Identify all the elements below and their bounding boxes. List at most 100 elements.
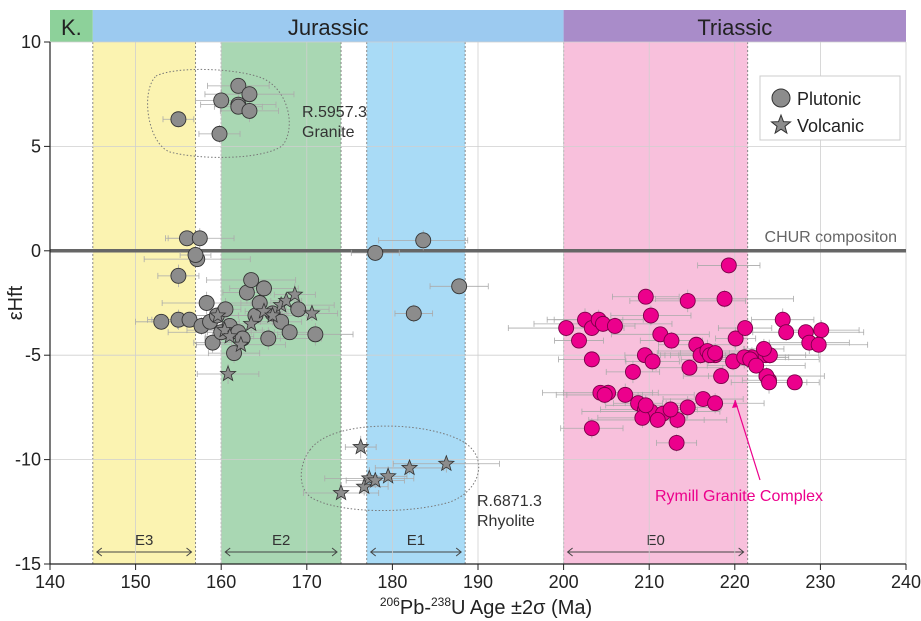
data-point-rymill-granite-complex [813, 322, 830, 339]
annotation-rhyolite-type: Rhyolite [477, 513, 535, 530]
data-point-rymill-granite-complex [624, 363, 641, 380]
data-point-volcanic [263, 306, 282, 323]
data-point-plutonic [273, 313, 290, 330]
y-axis-label: εHft [5, 285, 27, 320]
band-span-arrow-right-e1 [455, 547, 462, 557]
data-point-rymill-granite-complex [583, 420, 600, 437]
data-point-plutonic [260, 330, 277, 347]
band-label-e1: E1 [407, 532, 425, 549]
band-e0 [563, 42, 748, 564]
period-label-k: K. [61, 15, 82, 40]
x-tick-label: 160 [206, 572, 236, 592]
period-k [50, 10, 93, 42]
data-point-rymill-granite-complex [662, 401, 679, 418]
rymill-pointer-line [734, 399, 761, 481]
data-point-rymill-granite-complex [583, 351, 600, 368]
x-axis-label-mid: Pb- [400, 597, 431, 619]
data-point-plutonic [170, 267, 187, 284]
band-span-arrow-left-e0 [566, 547, 573, 557]
rymill-pointer-arrowhead [732, 400, 738, 408]
data-point-rymill-granite-complex [748, 357, 765, 374]
data-point-rymill-granite-complex [617, 386, 634, 403]
legend-label-plutonic: Plutonic [797, 89, 861, 109]
y-tick-label: 10 [21, 32, 41, 52]
data-point-rymill-granite-complex [778, 324, 795, 341]
data-point-volcanic [221, 327, 239, 344]
data-point-rymill-granite-complex [649, 411, 666, 428]
data-point-rymill-granite-complex [786, 374, 803, 391]
data-point-rymill-granite-complex [707, 345, 724, 362]
data-point-rymill-granite-complex [644, 353, 661, 370]
data-point-volcanic [219, 364, 237, 382]
x-axis-label-sup1: 206 [380, 595, 400, 609]
outline-granite [147, 68, 290, 158]
band-span-arrow-right-e2 [331, 547, 338, 557]
y-tick-label: 0 [31, 241, 41, 261]
data-point-rymill-granite-complex [637, 397, 654, 414]
x-axis-label-sup2: 238 [431, 595, 451, 609]
period-triassic [563, 10, 906, 42]
data-point-plutonic [213, 92, 230, 109]
annotation-granite-id: R.5957.3 [302, 104, 367, 121]
data-point-rymill-granite-complex [596, 386, 613, 403]
data-point-rymill-granite-complex [810, 336, 827, 353]
period-label-jurassic: Jurassic [288, 15, 369, 40]
data-point-rymill-granite-complex [642, 307, 659, 324]
x-tick-label: 210 [634, 572, 664, 592]
annotation-rhyolite-id: R.6871.3 [477, 493, 542, 510]
data-point-plutonic [230, 77, 247, 94]
legend-circle-icon [771, 88, 791, 108]
legend-star-icon [770, 113, 792, 135]
data-point-volcanic [303, 304, 321, 321]
band-span-arrow-left-e3 [95, 547, 103, 557]
band-label-e3: E3 [135, 532, 153, 549]
y-tick-label: -10 [15, 450, 41, 470]
data-point-rymill-granite-complex [707, 395, 724, 412]
chur-label: CHUR compositon [765, 229, 897, 246]
annotation-granite-type: Granite [302, 124, 355, 141]
data-point-rymill-granite-complex [571, 332, 587, 349]
band-label-e0: E0 [646, 532, 664, 549]
data-point-volcanic [286, 285, 304, 303]
data-point-plutonic [307, 326, 324, 343]
data-point-plutonic [405, 305, 422, 322]
sample-outlines [147, 68, 480, 512]
data-point-plutonic [451, 278, 468, 295]
x-axis-label-post: U Age ±2σ (Ma) [451, 597, 592, 619]
data-point-rymill-granite-complex [679, 399, 696, 416]
data-point-plutonic [290, 301, 307, 318]
legend: Plutonic Volcanic [759, 75, 901, 141]
data-point-volcanic [232, 335, 250, 353]
data-point-plutonic [211, 125, 228, 142]
outline-rhyolite [300, 425, 480, 512]
band-span-arrow-left-e1 [369, 547, 377, 557]
data-point-rymill-granite-complex [737, 320, 754, 337]
data-point-rymill-granite-complex [607, 318, 623, 334]
data-point-volcanic [437, 454, 456, 472]
data-point-volcanic [379, 467, 397, 484]
data-point-volcanic [355, 477, 373, 495]
data-point-volcanic [332, 483, 350, 501]
data-point-rymill-granite-complex [761, 374, 777, 391]
annotation-rymill: Rymill Granite Complex [655, 488, 823, 505]
x-tick-label: 240 [891, 572, 921, 592]
data-point-plutonic [153, 313, 170, 330]
data-point-plutonic [415, 232, 432, 249]
data-point-volcanic [400, 458, 419, 476]
x-axis-label: 206Pb-238U Age ±2σ (Ma) [380, 595, 592, 619]
data-point-rymill-granite-complex [668, 434, 685, 451]
band-label-e2: E2 [272, 532, 290, 549]
data-point-rymill-granite-complex [679, 292, 696, 309]
data-point-rymill-granite-complex [755, 340, 772, 357]
y-tick-label: -5 [25, 345, 41, 365]
data-point-rymill-granite-complex [558, 320, 575, 337]
data-point-rymill-granite-complex [681, 359, 698, 376]
data-point-rymill-granite-complex [713, 368, 730, 385]
data-point-volcanic [242, 314, 260, 332]
data-point-plutonic [191, 230, 208, 247]
x-tick-label: 220 [720, 572, 750, 592]
band-span-arrow-right-e0 [738, 547, 745, 557]
legend-label-volcanic: Volcanic [797, 116, 864, 136]
data-points [153, 77, 830, 501]
